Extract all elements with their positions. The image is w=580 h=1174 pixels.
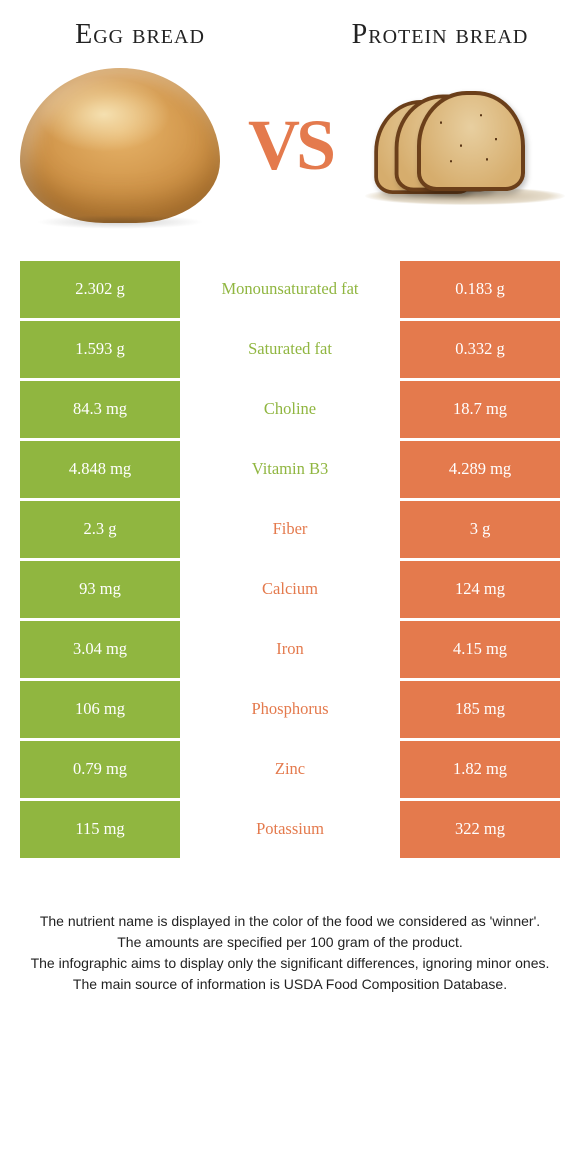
nutrient-table: 2.302 gMonounsaturated fat0.183 g1.593 g… <box>20 261 560 858</box>
footer-line: The amounts are specified per 100 gram o… <box>30 932 550 953</box>
table-row: 93 mgCalcium124 mg <box>20 561 560 618</box>
right-value: 18.7 mg <box>400 381 560 438</box>
nutrient-label: Fiber <box>180 501 400 558</box>
left-value: 2.3 g <box>20 501 180 558</box>
nutrient-label: Iron <box>180 621 400 678</box>
left-food-image <box>10 61 230 231</box>
right-value: 124 mg <box>400 561 560 618</box>
table-row: 2.302 gMonounsaturated fat0.183 g <box>20 261 560 318</box>
protein-bread-icon <box>365 91 555 201</box>
table-row: 106 mgPhosphorus185 mg <box>20 681 560 738</box>
right-food-title: Protein bread <box>330 20 550 51</box>
left-food-title: Egg bread <box>30 20 250 51</box>
table-row: 2.3 gFiber3 g <box>20 501 560 558</box>
left-value: 84.3 mg <box>20 381 180 438</box>
nutrient-label: Saturated fat <box>180 321 400 378</box>
table-row: 3.04 mgIron4.15 mg <box>20 621 560 678</box>
right-value: 0.332 g <box>400 321 560 378</box>
footer-line: The nutrient name is displayed in the co… <box>30 911 550 932</box>
header: Egg bread Protein bread <box>0 0 580 51</box>
image-row: VS <box>0 51 580 261</box>
nutrient-label: Monounsaturated fat <box>180 261 400 318</box>
left-value: 115 mg <box>20 801 180 858</box>
right-value: 322 mg <box>400 801 560 858</box>
infographic: Egg bread Protein bread VS 2.302 gMonoun… <box>0 0 580 1035</box>
footer-line: The infographic aims to display only the… <box>30 953 550 974</box>
nutrient-label: Vitamin B3 <box>180 441 400 498</box>
nutrient-label: Zinc <box>180 741 400 798</box>
egg-bread-icon <box>20 68 220 223</box>
vs-label: VS <box>230 104 350 187</box>
right-value: 185 mg <box>400 681 560 738</box>
table-row: 84.3 mgCholine18.7 mg <box>20 381 560 438</box>
table-row: 0.79 mgZinc1.82 mg <box>20 741 560 798</box>
left-value: 1.593 g <box>20 321 180 378</box>
right-food-image <box>350 61 570 231</box>
left-value: 2.302 g <box>20 261 180 318</box>
right-value: 4.289 mg <box>400 441 560 498</box>
left-value: 106 mg <box>20 681 180 738</box>
footer-notes: The nutrient name is displayed in the co… <box>0 861 580 1035</box>
table-row: 4.848 mgVitamin B34.289 mg <box>20 441 560 498</box>
right-value: 4.15 mg <box>400 621 560 678</box>
left-value: 93 mg <box>20 561 180 618</box>
nutrient-label: Choline <box>180 381 400 438</box>
right-value: 0.183 g <box>400 261 560 318</box>
table-row: 1.593 gSaturated fat0.332 g <box>20 321 560 378</box>
right-value: 3 g <box>400 501 560 558</box>
nutrient-label: Phosphorus <box>180 681 400 738</box>
footer-line: The main source of information is USDA F… <box>30 974 550 995</box>
right-value: 1.82 mg <box>400 741 560 798</box>
left-value: 4.848 mg <box>20 441 180 498</box>
nutrient-label: Potassium <box>180 801 400 858</box>
nutrient-label: Calcium <box>180 561 400 618</box>
left-value: 0.79 mg <box>20 741 180 798</box>
table-row: 115 mgPotassium322 mg <box>20 801 560 858</box>
left-value: 3.04 mg <box>20 621 180 678</box>
